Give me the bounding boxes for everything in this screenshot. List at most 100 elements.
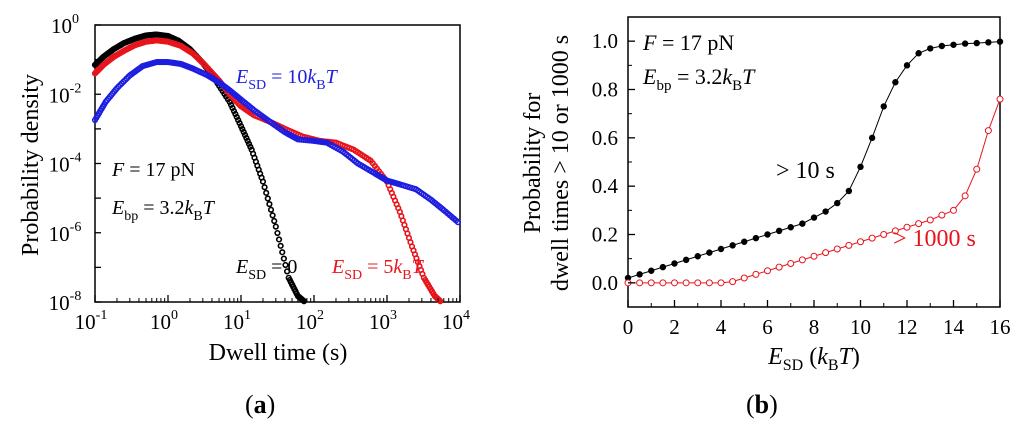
data-point	[950, 41, 957, 48]
data-point	[903, 223, 911, 231]
data-point	[764, 231, 771, 238]
data-point	[648, 267, 655, 274]
data-point	[237, 123, 245, 130]
data-point	[845, 241, 853, 249]
panel-b-label: (b)	[746, 390, 778, 419]
data-point	[880, 103, 887, 110]
panel-a-series-group	[91, 31, 462, 305]
data-point	[857, 163, 864, 171]
panel-a-force-annotation: F = 17 pN	[111, 159, 195, 181]
series-label-esd-10: ESD = 10kBT	[235, 66, 339, 93]
data-point	[706, 249, 713, 256]
data-point	[740, 274, 748, 282]
data-point	[764, 267, 771, 275]
data-point	[243, 134, 250, 142]
data-point	[266, 201, 273, 208]
data-point	[752, 270, 760, 278]
x-tick-label: 14	[943, 315, 965, 339]
x-tick-label: 0	[623, 315, 634, 339]
data-point	[845, 187, 853, 195]
panel-a-ylabel: Probability density	[18, 74, 44, 256]
data-point	[961, 192, 969, 200]
data-point	[300, 298, 308, 305]
data-point	[275, 236, 283, 243]
data-point	[892, 79, 899, 86]
series-label-gt-1000s: > 1000 s	[893, 226, 976, 252]
data-point	[659, 279, 667, 287]
data-point	[799, 220, 806, 227]
data-point	[961, 40, 969, 47]
data-point	[752, 234, 760, 242]
x-tick-label: 6	[762, 315, 773, 339]
x-tick-label: 2	[669, 315, 680, 339]
data-point	[996, 95, 1004, 103]
data-point	[240, 128, 247, 136]
panel-b-force-annotation: F = 17 pN	[642, 30, 734, 55]
series-panel-b-0	[624, 38, 1004, 282]
data-point	[264, 195, 271, 202]
y-tick-label: 1.0	[592, 29, 618, 53]
data-point	[659, 263, 667, 271]
y-tick-label: 0.8	[592, 78, 618, 102]
x-tick-label: 12	[897, 315, 918, 339]
data-point	[261, 184, 268, 191]
panel-b-xlabel: ESD (kBT)	[767, 344, 860, 374]
data-point	[624, 274, 632, 282]
data-point	[834, 199, 841, 207]
data-point	[241, 131, 249, 139]
data-point	[282, 261, 289, 269]
data-point	[636, 279, 644, 287]
series-label-gt-10s: > 10 s	[776, 158, 835, 184]
series-label-esd-0: ESD = 0	[235, 256, 297, 283]
data-point	[271, 217, 278, 225]
x-tick-label: 104	[442, 308, 470, 334]
data-point	[798, 256, 806, 264]
x-tick-label: 103	[369, 308, 397, 334]
data-point	[694, 279, 702, 287]
x-tick-label: 100	[150, 308, 178, 334]
data-point	[973, 165, 981, 173]
data-point	[671, 260, 678, 267]
data-point	[903, 62, 911, 69]
y-tick-label: 10-2	[49, 81, 82, 107]
data-point	[280, 255, 287, 262]
data-point	[694, 253, 701, 260]
x-tick-label: 101	[223, 308, 251, 334]
data-point	[938, 211, 946, 219]
data-point	[717, 245, 725, 253]
data-point	[263, 189, 270, 196]
x-tick-label: 16	[990, 315, 1011, 339]
y-tick-label: 0.2	[592, 223, 618, 247]
x-tick-label: 10	[850, 315, 871, 339]
data-point	[274, 229, 281, 237]
data-point	[926, 216, 934, 224]
data-point	[927, 45, 934, 52]
data-point	[729, 242, 736, 249]
data-point	[985, 39, 992, 46]
x-tick-label: 4	[716, 315, 727, 339]
y-tick-label: 0.6	[592, 126, 618, 150]
data-point	[822, 249, 830, 257]
panel-b-ticks: 0 2 4 6 8 10 12 14 16 0.0 0.2 0.4 0.6 0.8 1.0	[592, 29, 1011, 339]
series-panel-b-1	[624, 95, 1004, 287]
data-point	[938, 42, 946, 50]
data-point	[915, 50, 922, 57]
x-tick-label: 102	[296, 308, 324, 334]
data-point	[244, 137, 251, 144]
series-label-esd-5: ESD = 5kBT	[331, 256, 425, 283]
y-tick-label: 0.0	[592, 271, 618, 295]
data-point	[682, 279, 690, 287]
data-point	[868, 234, 876, 242]
data-point	[741, 238, 748, 245]
panel-a-ebp-annotation: Ebp = 3.2kBT	[111, 197, 216, 224]
x-tick-label: 10-1	[75, 308, 108, 334]
panel-b-chart: 0 2 4 6 8 10 12 14 16 0.0 0.2 0.4 0.6 0.8 1.0 Probabil…	[520, 16, 1011, 419]
y-tick-label: 10-4	[49, 151, 82, 177]
data-point	[996, 38, 1004, 45]
data-point	[239, 125, 246, 133]
data-point	[810, 252, 818, 260]
data-point	[891, 227, 899, 235]
data-point	[269, 212, 276, 219]
data-point	[868, 134, 876, 142]
